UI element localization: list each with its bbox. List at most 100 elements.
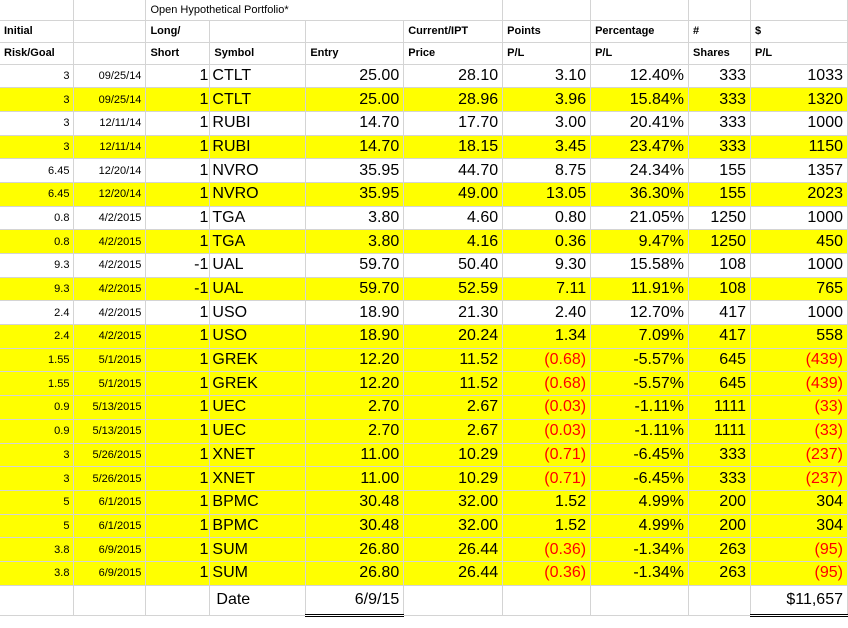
entry-date-cell[interactable]: 6/1/2015 [73, 490, 147, 515]
dollar-pl-cell[interactable]: 450 [750, 229, 848, 254]
header-cell[interactable]: Points [502, 20, 592, 43]
risk-goal-cell[interactable]: 3 [0, 111, 75, 136]
risk-goal-cell[interactable]: 1.55 [0, 348, 75, 373]
points-pl-cell[interactable]: 1.52 [502, 490, 592, 515]
current-price-cell[interactable]: 2.67 [403, 395, 504, 420]
header-cell[interactable]: Long/ [145, 20, 211, 43]
percentage-pl-cell[interactable]: -1.11% [590, 419, 690, 444]
percentage-pl-cell[interactable]: -5.57% [590, 348, 690, 373]
dollar-pl-cell[interactable]: 1320 [750, 87, 848, 112]
symbol-cell[interactable]: NVRO [209, 158, 307, 183]
current-price-cell[interactable]: 26.44 [403, 561, 504, 586]
shares-cell[interactable]: 155 [688, 158, 751, 183]
header-cell[interactable]: P/L [750, 42, 848, 65]
long-short-cell[interactable]: 1 [145, 64, 211, 89]
cell[interactable] [590, 0, 690, 21]
entry-price-cell[interactable]: 59.70 [305, 253, 405, 278]
entry-date-cell[interactable]: 5/26/2015 [73, 443, 147, 468]
entry-date-cell[interactable]: 5/26/2015 [73, 466, 147, 491]
points-pl-cell[interactable]: (0.71) [502, 466, 592, 491]
entry-date-cell[interactable]: 6/9/2015 [73, 537, 147, 562]
risk-goal-cell[interactable]: 5 [0, 514, 75, 539]
date-value[interactable]: 6/9/15 [305, 585, 405, 617]
header-cell[interactable]: P/L [590, 42, 690, 65]
percentage-pl-cell[interactable]: -1.34% [590, 537, 690, 562]
risk-goal-cell[interactable]: 3.8 [0, 537, 75, 562]
percentage-pl-cell[interactable]: -6.45% [590, 466, 690, 491]
dollar-pl-cell[interactable]: 1000 [750, 111, 848, 136]
header-cell[interactable]: # [688, 20, 751, 43]
dollar-pl-cell[interactable]: 1150 [750, 135, 848, 160]
long-short-cell[interactable]: 1 [145, 300, 211, 326]
long-short-cell[interactable]: 1 [145, 158, 211, 183]
risk-goal-cell[interactable]: 6.45 [0, 158, 75, 183]
current-price-cell[interactable]: 49.00 [403, 182, 504, 207]
entry-date-cell[interactable]: 6/9/2015 [73, 561, 147, 586]
cell[interactable] [750, 0, 848, 21]
percentage-pl-cell[interactable]: 4.99% [590, 490, 690, 515]
symbol-cell[interactable]: UAL [209, 253, 307, 278]
header-cell[interactable] [73, 20, 147, 43]
percentage-pl-cell[interactable]: -6.45% [590, 443, 690, 468]
dollar-pl-cell[interactable]: 1000 [750, 300, 848, 326]
dollar-pl-cell[interactable]: 1033 [750, 64, 848, 89]
portfolio-title[interactable]: Open Hypothetical Portfolio* [145, 0, 404, 21]
entry-price-cell[interactable]: 18.90 [305, 324, 405, 349]
entry-date-cell[interactable]: 5/13/2015 [73, 395, 147, 420]
points-pl-cell[interactable]: 0.36 [502, 229, 592, 254]
points-pl-cell[interactable]: (0.68) [502, 371, 592, 397]
shares-cell[interactable]: 155 [688, 182, 751, 207]
current-price-cell[interactable]: 10.29 [403, 443, 504, 468]
percentage-pl-cell[interactable]: 11.91% [590, 277, 690, 302]
symbol-cell[interactable]: GREK [209, 348, 307, 373]
symbol-cell[interactable]: TGA [209, 229, 307, 254]
dollar-pl-cell[interactable]: (237) [750, 466, 848, 491]
entry-date-cell[interactable]: 4/2/2015 [73, 324, 147, 349]
entry-price-cell[interactable]: 25.00 [305, 64, 405, 89]
shares-cell[interactable]: 108 [688, 253, 751, 278]
percentage-pl-cell[interactable]: 23.47% [590, 135, 690, 160]
header-cell[interactable]: Symbol [209, 42, 307, 65]
symbol-cell[interactable]: SUM [209, 537, 307, 562]
long-short-cell[interactable]: -1 [145, 253, 211, 278]
dollar-pl-cell[interactable]: 304 [750, 514, 848, 539]
cell[interactable] [0, 0, 75, 21]
shares-cell[interactable]: 333 [688, 111, 751, 136]
shares-cell[interactable]: 333 [688, 87, 751, 112]
long-short-cell[interactable]: 1 [145, 561, 211, 586]
symbol-cell[interactable]: XNET [209, 443, 307, 468]
current-price-cell[interactable]: 10.29 [403, 466, 504, 491]
entry-price-cell[interactable]: 30.48 [305, 514, 405, 539]
points-pl-cell[interactable]: (0.03) [502, 419, 592, 444]
percentage-pl-cell[interactable]: 4.99% [590, 514, 690, 539]
long-short-cell[interactable]: 1 [145, 182, 211, 207]
points-pl-cell[interactable]: 13.05 [502, 182, 592, 207]
entry-price-cell[interactable]: 2.70 [305, 419, 405, 444]
percentage-pl-cell[interactable]: 7.09% [590, 324, 690, 349]
symbol-cell[interactable]: XNET [209, 466, 307, 491]
header-cell[interactable] [209, 20, 307, 43]
shares-cell[interactable]: 417 [688, 300, 751, 326]
percentage-pl-cell[interactable]: 20.41% [590, 111, 690, 136]
points-pl-cell[interactable]: 3.45 [502, 135, 592, 160]
symbol-cell[interactable]: TGA [209, 206, 307, 231]
risk-goal-cell[interactable]: 3 [0, 135, 75, 160]
entry-date-cell[interactable]: 09/25/14 [73, 64, 147, 89]
current-price-cell[interactable]: 11.52 [403, 371, 504, 397]
points-pl-cell[interactable]: (0.03) [502, 395, 592, 420]
shares-cell[interactable]: 645 [688, 371, 751, 397]
long-short-cell[interactable]: 1 [145, 514, 211, 539]
risk-goal-cell[interactable]: 3.8 [0, 561, 75, 586]
long-short-cell[interactable]: 1 [145, 111, 211, 136]
entry-date-cell[interactable]: 09/25/14 [73, 87, 147, 112]
symbol-cell[interactable]: CTLT [209, 64, 307, 89]
long-short-cell[interactable]: 1 [145, 348, 211, 373]
risk-goal-cell[interactable]: 0.9 [0, 419, 75, 444]
risk-goal-cell[interactable]: 3 [0, 64, 75, 89]
percentage-pl-cell[interactable]: 9.47% [590, 229, 690, 254]
long-short-cell[interactable]: 1 [145, 87, 211, 112]
shares-cell[interactable]: 1250 [688, 229, 751, 254]
points-pl-cell[interactable]: 9.30 [502, 253, 592, 278]
points-pl-cell[interactable]: 1.52 [502, 514, 592, 539]
shares-cell[interactable]: 333 [688, 135, 751, 160]
